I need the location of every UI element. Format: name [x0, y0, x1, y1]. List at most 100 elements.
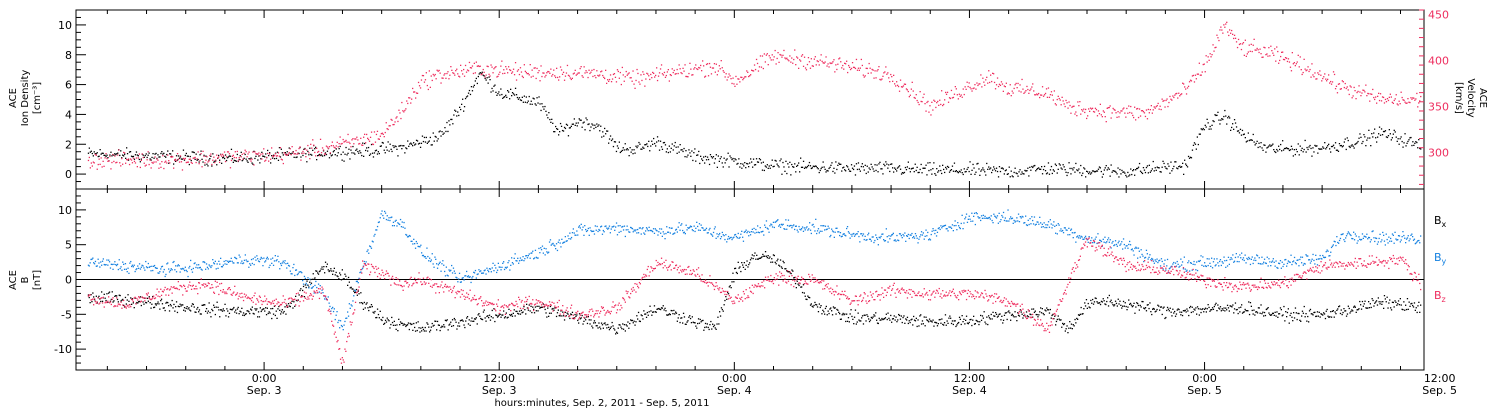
data-point: [705, 63, 708, 66]
data-point: [1231, 29, 1233, 32]
data-point: [454, 272, 456, 274]
data-point: [365, 149, 367, 152]
data-point: [768, 257, 770, 259]
data-point: [181, 158, 184, 160]
data-point: [876, 322, 879, 324]
data-point: [352, 300, 354, 302]
data-point: [1015, 316, 1017, 318]
data-point: [346, 317, 348, 319]
data-point: [143, 156, 145, 158]
data-point: [694, 148, 696, 150]
data-point: [1200, 128, 1202, 130]
data-point: [138, 158, 140, 161]
data-point: [697, 318, 700, 320]
data-point: [1369, 303, 1371, 305]
data-point: [497, 315, 499, 317]
data-point: [537, 257, 539, 259]
data-point: [554, 131, 556, 133]
data-point: [439, 72, 441, 74]
data-point: [357, 290, 359, 292]
data-point: [611, 138, 614, 140]
data-point: [111, 161, 113, 164]
data-point: [1413, 97, 1415, 99]
data-point: [136, 166, 138, 168]
data-point: [811, 167, 813, 169]
data-point: [778, 264, 780, 266]
data-point: [786, 270, 788, 272]
data-point: [777, 165, 779, 167]
data-point: [132, 155, 135, 158]
data-point: [961, 315, 963, 317]
data-point: [274, 255, 276, 257]
data-point: [344, 273, 346, 275]
data-point: [1114, 170, 1116, 172]
data-point: [222, 308, 224, 310]
data-point: [1140, 110, 1143, 112]
data-point: [1361, 142, 1363, 145]
data-point: [185, 152, 187, 155]
data-point: [87, 294, 90, 296]
data-point: [765, 54, 767, 56]
data-point: [1232, 304, 1234, 306]
data-point: [170, 305, 172, 307]
data-point: [859, 170, 861, 172]
data-point: [1018, 315, 1021, 317]
data-point: [663, 71, 666, 74]
data-point: [351, 288, 353, 290]
data-point: [948, 317, 950, 319]
data-point: [420, 79, 423, 81]
data-point: [1023, 92, 1025, 94]
data-point: [301, 152, 303, 155]
data-point: [584, 317, 586, 319]
data-point: [1091, 107, 1094, 109]
data-point: [285, 263, 287, 265]
data-point: [126, 158, 128, 161]
data-point: [1235, 126, 1238, 128]
data-point: [1047, 162, 1050, 164]
data-point: [1228, 34, 1230, 37]
data-point: [1058, 97, 1060, 100]
data-point: [503, 69, 505, 71]
data-point: [153, 264, 156, 267]
data-point: [953, 93, 956, 95]
data-point: [695, 227, 697, 229]
data-point: [1386, 98, 1389, 100]
data-point: [432, 73, 434, 76]
data-point: [1054, 315, 1056, 317]
data-point: [1065, 171, 1067, 173]
data-point: [445, 320, 447, 322]
data-point: [940, 103, 942, 106]
data-point: [1256, 47, 1258, 50]
data-point: [541, 245, 544, 247]
data-point: [809, 304, 812, 306]
data-point: [118, 294, 120, 296]
data-point: [271, 157, 274, 159]
data-point: [159, 156, 161, 158]
data-point: [1022, 88, 1024, 90]
data-point: [450, 118, 452, 121]
data-point: [1386, 296, 1388, 298]
data-point: [356, 136, 358, 138]
data-point: [624, 143, 626, 145]
data-point: [434, 256, 436, 258]
data-point: [511, 71, 514, 73]
data-point: [1129, 303, 1131, 305]
data-point: [1113, 108, 1115, 111]
data-point: [648, 311, 650, 313]
data-point: [868, 318, 870, 320]
data-point: [894, 83, 896, 85]
data-point: [1099, 302, 1101, 304]
data-point: [1344, 310, 1346, 312]
data-point: [1276, 46, 1278, 48]
data-point: [275, 310, 277, 312]
data-point: [1246, 53, 1248, 55]
data-point: [294, 153, 296, 155]
data-point: [1251, 50, 1253, 53]
data-point: [1255, 142, 1257, 145]
data-point: [1041, 308, 1043, 310]
data-point: [1009, 176, 1011, 178]
data-point: [446, 274, 448, 276]
data-point: [1131, 112, 1133, 114]
data-point: [1217, 304, 1219, 306]
data-point: [182, 149, 185, 151]
